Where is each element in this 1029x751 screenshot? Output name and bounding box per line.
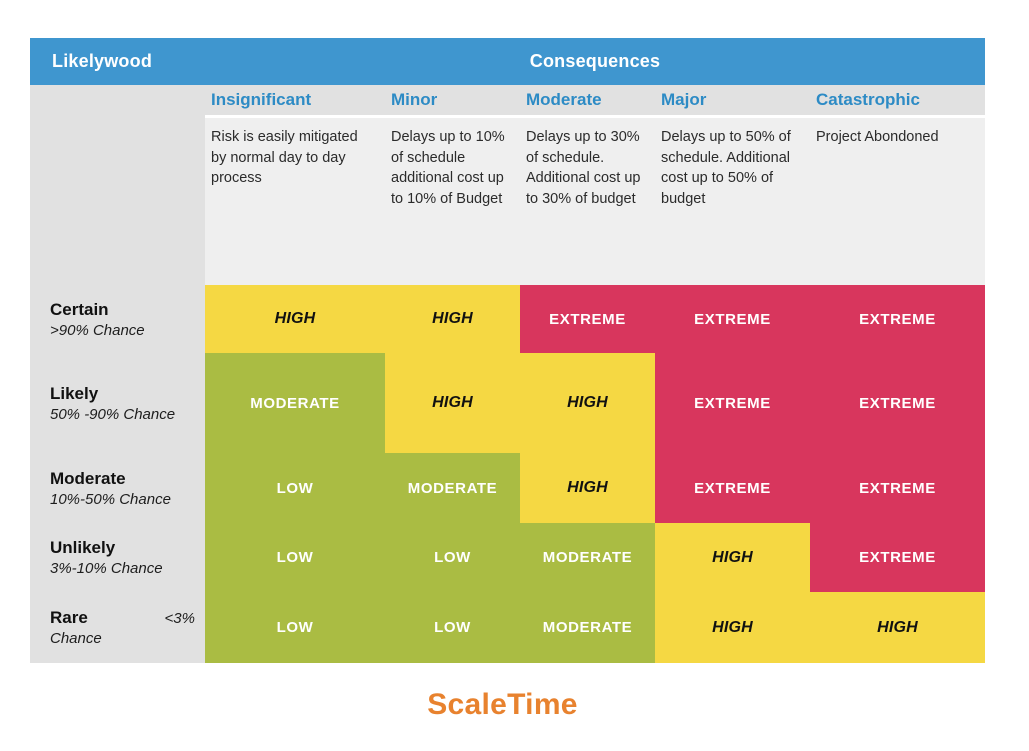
scaletime-logo: ScaleTime [427, 688, 578, 721]
column-description-major: Delays up to 50% of schedule. Additional… [655, 118, 810, 285]
column-description-catastrophic: Project Abondoned [810, 118, 985, 285]
matrix-grid: Insignificant Minor Moderate Major Catas… [30, 85, 985, 663]
row-range: 10%-50% Chance [50, 490, 171, 508]
column-header-insignificant: Insignificant [205, 85, 385, 118]
row-name: Moderate [50, 468, 126, 488]
row-name: Certain [50, 299, 109, 319]
row-label-unlikely: Unlikely 3%-10% Chance [30, 523, 205, 592]
column-description-moderate: Delays up to 30% of schedule. Additional… [520, 118, 655, 285]
matrix-cell: MODERATE [520, 523, 655, 592]
row-range: 3%-10% Chance [50, 560, 163, 577]
column-header-minor: Minor [385, 85, 520, 118]
matrix-cell: EXTREME [520, 285, 655, 353]
matrix-cell: EXTREME [655, 353, 810, 453]
matrix-cell: EXTREME [810, 285, 985, 353]
row-range: 50% -90% Chance [50, 405, 176, 423]
matrix-cell: MODERATE [205, 353, 385, 453]
matrix-cell: EXTREME [810, 353, 985, 453]
matrix-cell: LOW [385, 523, 520, 592]
row-range: Chance [50, 630, 102, 647]
row-label-rare: Rare <3% Chance [30, 592, 205, 663]
column-description-insignificant: Risk is easily mitigated by normal day t… [205, 118, 385, 285]
matrix-cell: HIGH [205, 285, 385, 353]
matrix-cell: HIGH [385, 285, 520, 353]
matrix-cell: EXTREME [810, 453, 985, 523]
row-name: Rare [50, 608, 88, 627]
matrix-cell: HIGH [810, 592, 985, 663]
row-label-likely: Likely 50% -90% Chance [30, 353, 205, 453]
row-name: Unlikely [50, 538, 116, 557]
matrix-cell: HIGH [655, 592, 810, 663]
risk-matrix-table: Likelywood Consequences Insignificant Mi… [30, 38, 985, 663]
matrix-cell: HIGH [385, 353, 520, 453]
row-name: Likely [50, 383, 99, 403]
matrix-cell: EXTREME [655, 285, 810, 353]
matrix-cell: MODERATE [385, 453, 520, 523]
table-top-band: Likelywood Consequences [30, 38, 985, 85]
matrix-cell: LOW [205, 523, 385, 592]
row-label-certain: Certain >90% Chance [30, 285, 205, 353]
column-header-catastrophic: Catastrophic [810, 85, 985, 118]
column-description-minor: Delays up to 10% of schedule additional … [385, 118, 520, 285]
matrix-cell: HIGH [520, 453, 655, 523]
row-range: >90% Chance [50, 321, 145, 339]
corner-spacer [30, 85, 205, 285]
matrix-cell: LOW [205, 592, 385, 663]
consequences-header: Consequences [529, 51, 661, 71]
row-range-inline: <3% [164, 610, 195, 627]
column-header-major: Major [655, 85, 810, 118]
likelihood-header: Likelywood [52, 51, 153, 71]
matrix-cell: EXTREME [810, 523, 985, 592]
matrix-cell: HIGH [520, 353, 655, 453]
matrix-cell: LOW [385, 592, 520, 663]
matrix-cell: EXTREME [655, 453, 810, 523]
matrix-cell: MODERATE [520, 592, 655, 663]
column-header-moderate: Moderate [520, 85, 655, 118]
row-label-moderate: Moderate 10%-50% Chance [30, 453, 205, 523]
matrix-cell: LOW [205, 453, 385, 523]
matrix-cell: HIGH [655, 523, 810, 592]
